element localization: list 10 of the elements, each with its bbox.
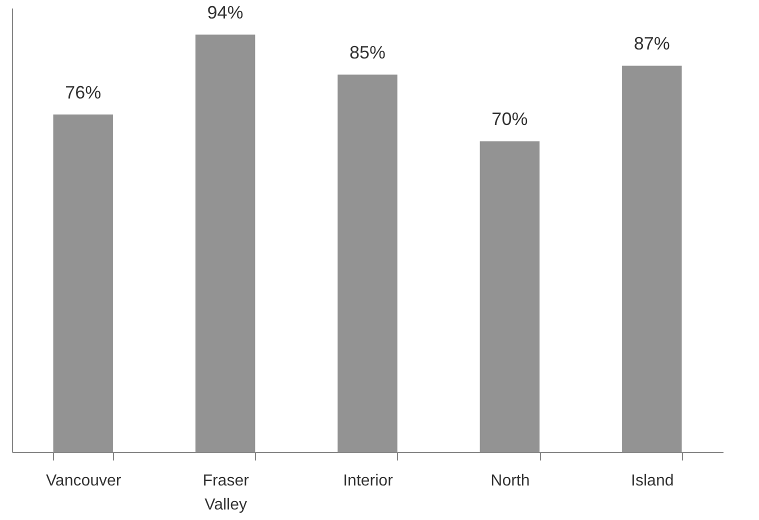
x-tick-label: Vancouver [46,472,122,490]
data-label: 87% [634,34,670,54]
x-tick-label: North [490,472,530,490]
x-tick-label: Island [631,472,674,490]
x-tick-label: Interior [343,472,394,490]
data-label: 70% [492,109,528,130]
data-label: 76% [65,82,102,103]
data-label: 94% [207,2,244,23]
x-tick-label: Fraser Valley [202,472,250,514]
data-label: 85% [349,42,386,63]
